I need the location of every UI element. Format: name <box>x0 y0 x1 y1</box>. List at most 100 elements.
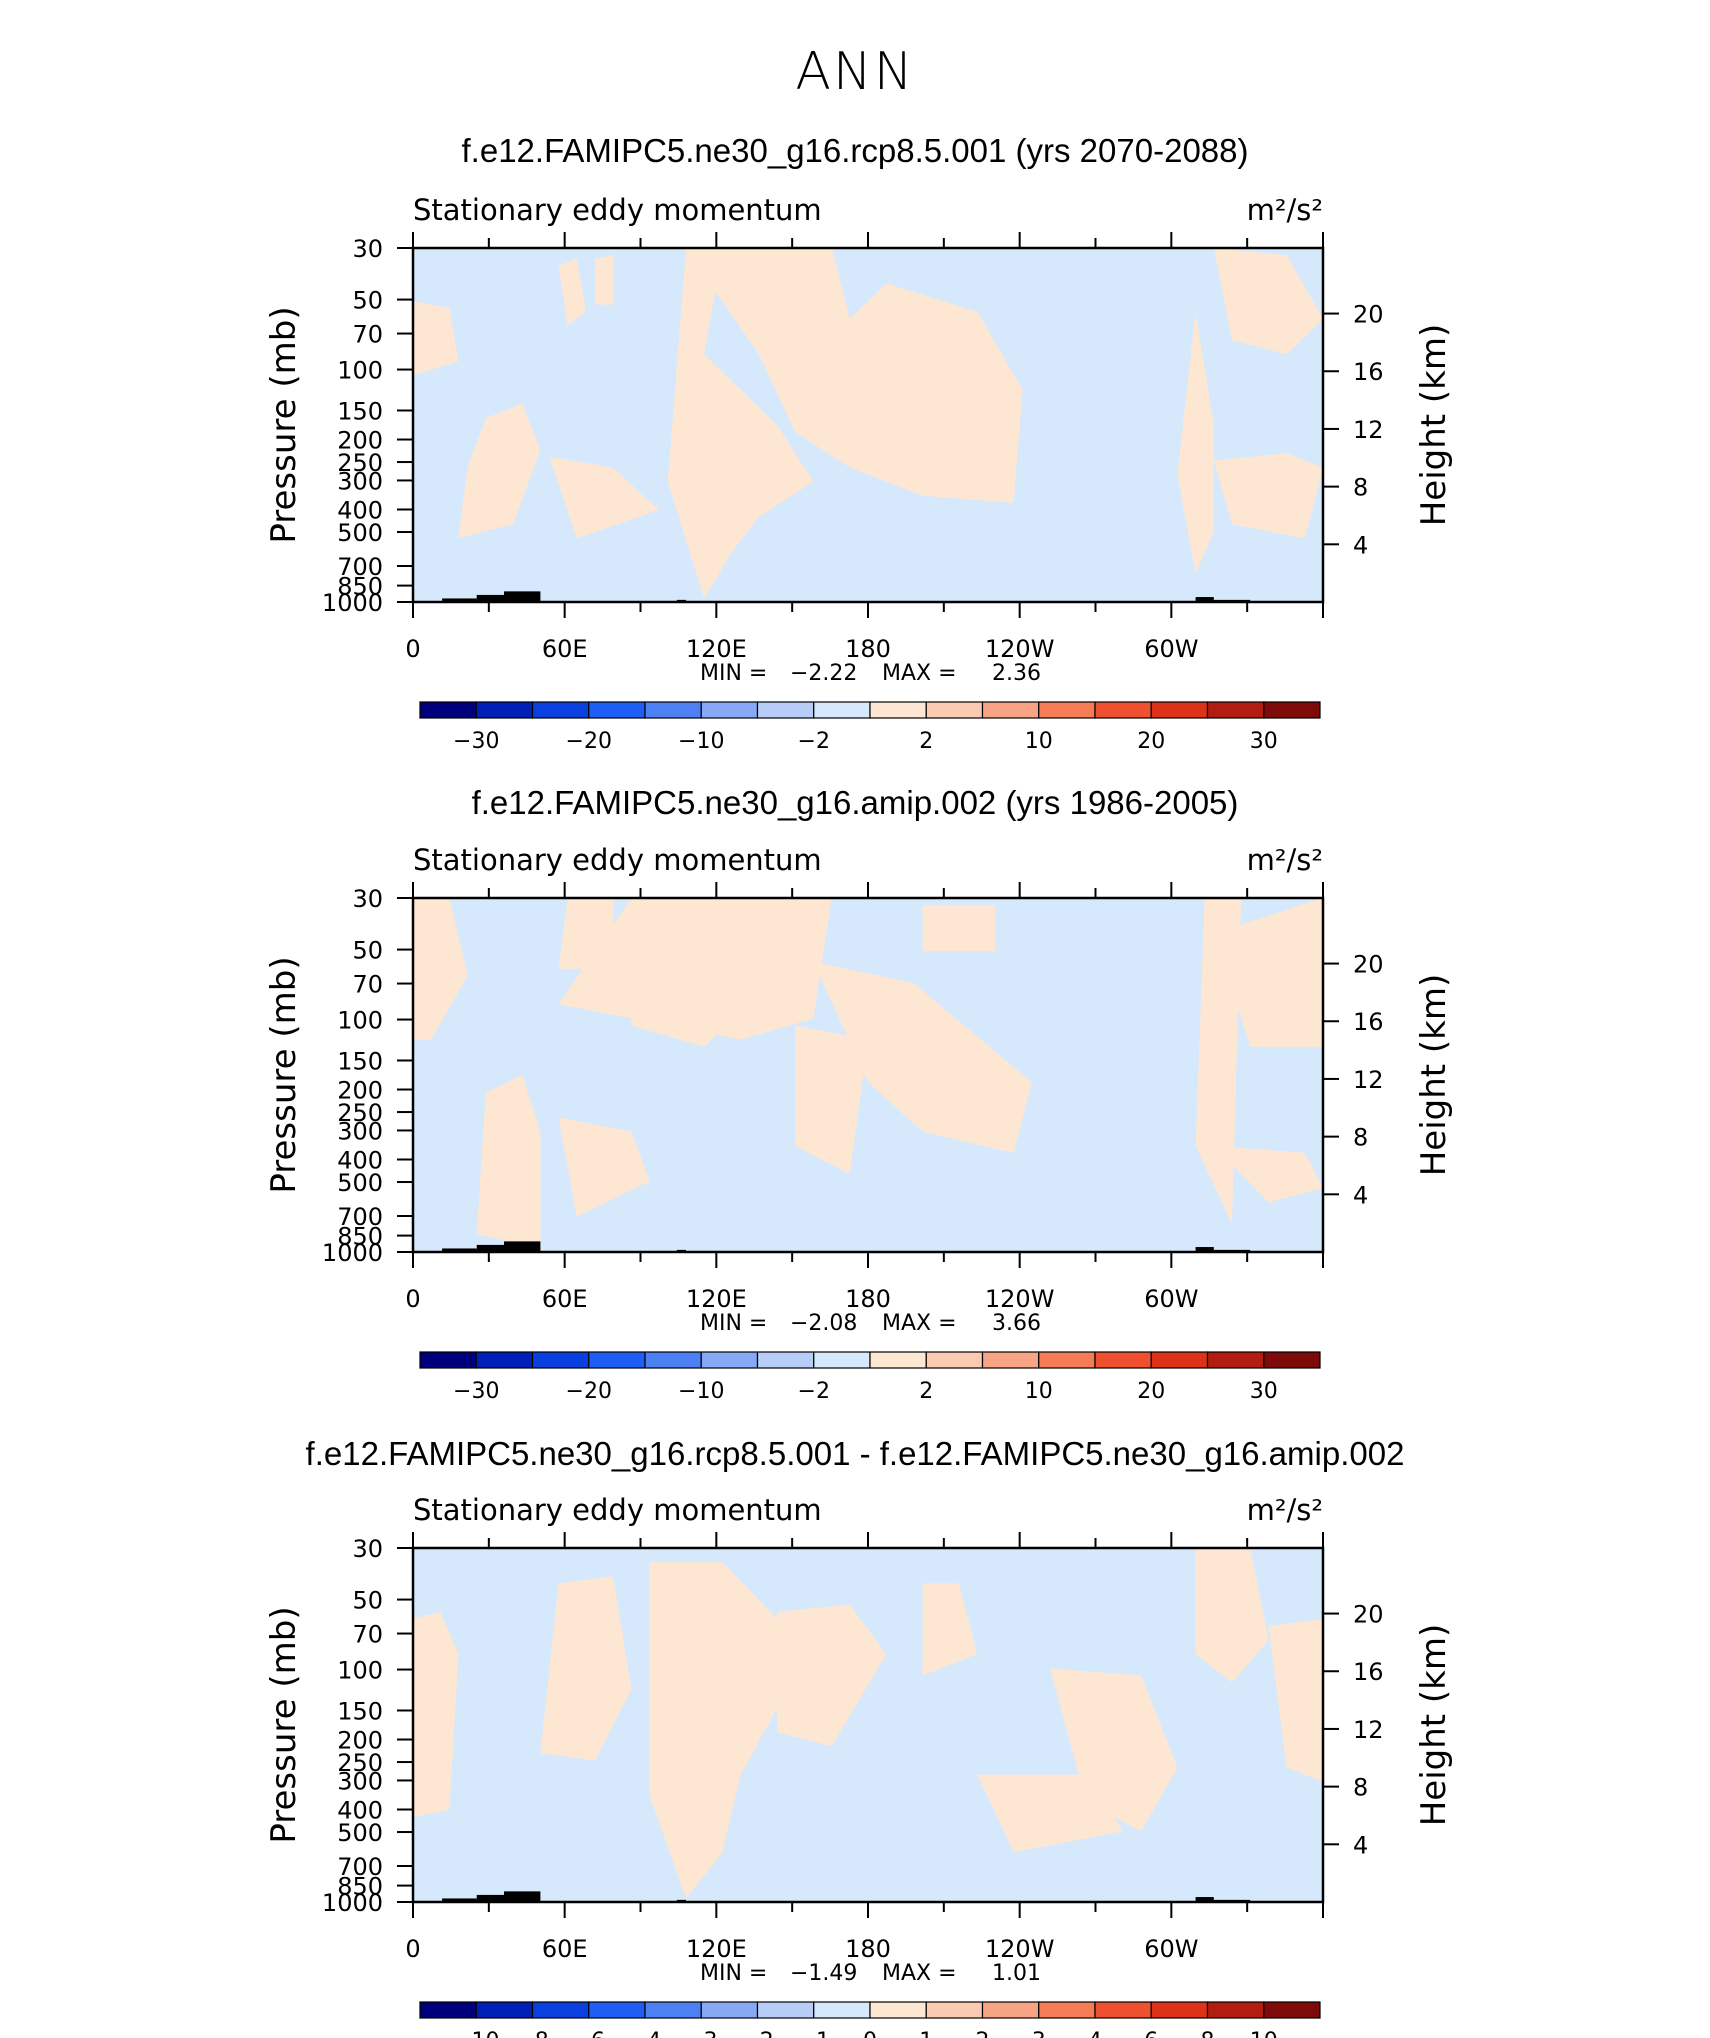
y-tick-label: 500 <box>337 1819 383 1847</box>
x-tick-label: 0 <box>405 1935 420 1963</box>
topography <box>1195 1897 1214 1902</box>
colorbar-label: −4 <box>629 2029 661 2038</box>
min-value: −2.08 <box>790 1311 857 1336</box>
y2-tick-label: 4 <box>1353 1181 1368 1209</box>
colorbar-label: −30 <box>453 1379 499 1404</box>
page-title: ANN <box>795 42 915 102</box>
y-tick-label: 850 <box>337 1873 383 1901</box>
x-tick-label: 120E <box>686 1935 747 1963</box>
x-tick-label: 60W <box>1144 635 1198 663</box>
x-tick-label: 60E <box>542 1935 588 1963</box>
colorbar-swatch <box>1263 701 1321 719</box>
colorbar-swatch <box>869 2001 927 2019</box>
contour-region <box>558 898 832 1040</box>
contour-region <box>595 255 614 305</box>
y-tick-label: 250 <box>337 1749 383 1777</box>
colorbar-swatch <box>1206 2001 1265 2019</box>
x-tick-label: 60W <box>1144 1935 1198 1963</box>
min-label: MIN = <box>700 1961 767 1986</box>
contour-region <box>858 361 914 425</box>
subtitle: Stationary eddy momentum <box>413 1493 822 1527</box>
x-tick-label: 120W <box>985 635 1055 663</box>
colorbar-label: 30 <box>1250 1379 1278 1404</box>
colorbar-swatch <box>419 2001 477 2019</box>
y-tick-label: 850 <box>337 573 383 601</box>
panel-title: f.e12.FAMIPC5.ne30_g16.amip.002 (yrs 198… <box>471 784 1239 821</box>
y-axis-label: Pressure (mb) <box>264 306 304 543</box>
contour-region <box>1213 248 1323 355</box>
y-tick-label: 700 <box>337 1853 383 1881</box>
subtitle: Stationary eddy momentum <box>413 193 822 227</box>
chart-2: Stationary eddy momentum m²/s² 0 60E 120E 180… <box>264 843 1454 1404</box>
contour-region <box>649 1562 796 1899</box>
min-value: −1.49 <box>790 1961 857 1986</box>
colorbar-swatch <box>813 2001 871 2019</box>
contour-region <box>977 1774 1123 1853</box>
contour-region <box>686 248 1023 503</box>
colorbar-label: 2 <box>919 1379 933 1404</box>
y-tick-label: 500 <box>337 519 383 547</box>
colorbar-label: −30 <box>453 729 499 754</box>
colorbar-label: 10 <box>1250 2029 1278 2038</box>
colorbar-swatch <box>588 2001 646 2019</box>
colorbar-label: −2 <box>798 729 830 754</box>
max-value: 1.01 <box>992 1961 1041 1986</box>
y-tick-label: 500 <box>337 1169 383 1197</box>
subtitle: Stationary eddy momentum <box>413 843 822 877</box>
y-tick-label: 200 <box>337 1727 383 1755</box>
y2-tick-label: 8 <box>1353 1774 1368 1802</box>
y-axis-label: Pressure (mb) <box>264 956 304 1193</box>
contour-region <box>476 1075 541 1249</box>
x-tick-label: 60W <box>1144 1285 1198 1313</box>
y2-tick-label: 12 <box>1353 1066 1384 1094</box>
x-tick-label: 60E <box>542 1285 588 1313</box>
y2-tick-label: 12 <box>1353 416 1384 444</box>
contour-region <box>558 258 586 326</box>
x-tick-label: 180 <box>845 1285 891 1313</box>
y-tick-label: 200 <box>337 1077 383 1105</box>
contour-region <box>1195 1548 1269 1683</box>
colorbar-label: 2 <box>919 729 933 754</box>
contour-region <box>413 1611 459 1817</box>
y2-axis-label: Height (km) <box>1414 324 1454 527</box>
y2-axis-label: Height (km) <box>1414 974 1454 1177</box>
y-tick-label: 400 <box>337 1146 383 1174</box>
colorbar-label: −20 <box>566 1379 612 1404</box>
x-tick-label: 0 <box>405 635 420 663</box>
y2-tick-label: 16 <box>1353 358 1384 386</box>
y2-tick-label: 4 <box>1353 1831 1368 1859</box>
topography <box>476 594 504 602</box>
contour-region <box>795 1025 868 1175</box>
max-label: MAX = <box>882 1961 957 1986</box>
colorbar-label: 6 <box>1144 2029 1158 2038</box>
max-label: MAX = <box>882 661 957 686</box>
colorbar-label: −3 <box>685 2029 717 2038</box>
x-tick-label: 120E <box>686 1285 747 1313</box>
y-tick-label: 700 <box>337 553 383 581</box>
y-tick-label: 1000 <box>322 1239 383 1267</box>
y-tick-label: 70 <box>352 321 383 349</box>
y-tick-label: 30 <box>352 1535 383 1563</box>
colorbar-label: 1 <box>919 2029 933 2038</box>
y-tick-label: 100 <box>337 1657 383 1685</box>
units-label: m²/s² <box>1247 193 1323 227</box>
y-tick-label: 1000 <box>322 1889 383 1917</box>
y2-tick-label: 20 <box>1353 1601 1384 1629</box>
y-tick-label: 1000 <box>322 589 383 617</box>
x-tick-label: 180 <box>845 635 891 663</box>
y-tick-label: 400 <box>337 1796 383 1824</box>
y-tick-label: 400 <box>337 496 383 524</box>
y2-tick-label: 8 <box>1353 474 1368 502</box>
colorbar-swatch <box>1150 2001 1209 2019</box>
contour-region <box>1213 453 1323 539</box>
topography <box>1195 1247 1214 1252</box>
y2-tick-label: 8 <box>1353 1124 1368 1152</box>
y-tick-label: 250 <box>337 1099 383 1127</box>
topography <box>442 598 477 602</box>
x-tick-label: 180 <box>845 1935 891 1963</box>
contour-region <box>1213 1145 1323 1203</box>
colorbar-swatch <box>475 2001 534 2019</box>
contour-region <box>667 248 814 599</box>
topography <box>476 1244 504 1252</box>
topography <box>504 1241 541 1252</box>
